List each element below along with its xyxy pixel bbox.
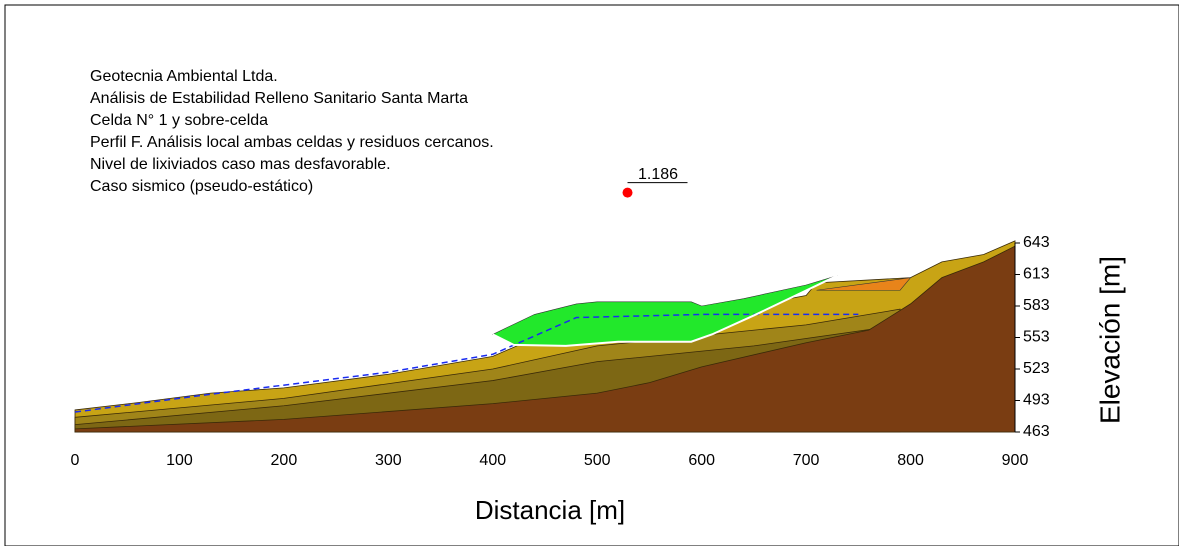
notes: Geotecnia Ambiental Ltda. Análisis de Est… bbox=[90, 68, 494, 195]
y-tick-label: 463 bbox=[1023, 423, 1050, 440]
x-tick-label: 400 bbox=[479, 452, 506, 469]
note-line: Nivel de lixiviados caso mas desfavorabl… bbox=[90, 156, 391, 173]
x-tick-label: 0 bbox=[71, 452, 80, 469]
note-line: Caso sismico (pseudo-estático) bbox=[90, 178, 313, 195]
x-axis-label: Distancia [m] bbox=[475, 495, 625, 525]
material-body bbox=[816, 277, 912, 291]
factor-of-safety: 1.186 bbox=[638, 166, 678, 183]
note-line: Celda N° 1 y sobre-celda bbox=[90, 112, 268, 129]
x-tick-label: 800 bbox=[897, 452, 924, 469]
note-line: Perfil F. Análisis local ambas celdas y … bbox=[90, 134, 494, 151]
x-tick-label: 200 bbox=[271, 452, 298, 469]
y-axis-label: Elevación [m] bbox=[1094, 256, 1125, 424]
water-table bbox=[74, 313, 859, 413]
y-tick-label: 493 bbox=[1023, 392, 1050, 409]
x-tick-label: 900 bbox=[1002, 452, 1029, 469]
y-tick-label: 583 bbox=[1023, 297, 1050, 314]
x-tick-label: 100 bbox=[166, 452, 193, 469]
note-line: Análisis de Estabilidad Relleno Sanitari… bbox=[90, 90, 468, 107]
y-tick-label: 523 bbox=[1023, 360, 1050, 377]
slip-surface bbox=[492, 274, 838, 347]
note-line: Geotecnia Ambiental Ltda. bbox=[90, 68, 278, 85]
x-tick-label: 700 bbox=[793, 452, 820, 469]
x-tick-label: 300 bbox=[375, 452, 402, 469]
y-tick-label: 613 bbox=[1023, 266, 1050, 283]
y-tick-label: 643 bbox=[1023, 234, 1050, 251]
x-tick-label: 500 bbox=[584, 452, 611, 469]
critical-center bbox=[622, 187, 633, 198]
y-tick-label: 553 bbox=[1023, 329, 1050, 346]
x-tick-label: 600 bbox=[688, 452, 715, 469]
